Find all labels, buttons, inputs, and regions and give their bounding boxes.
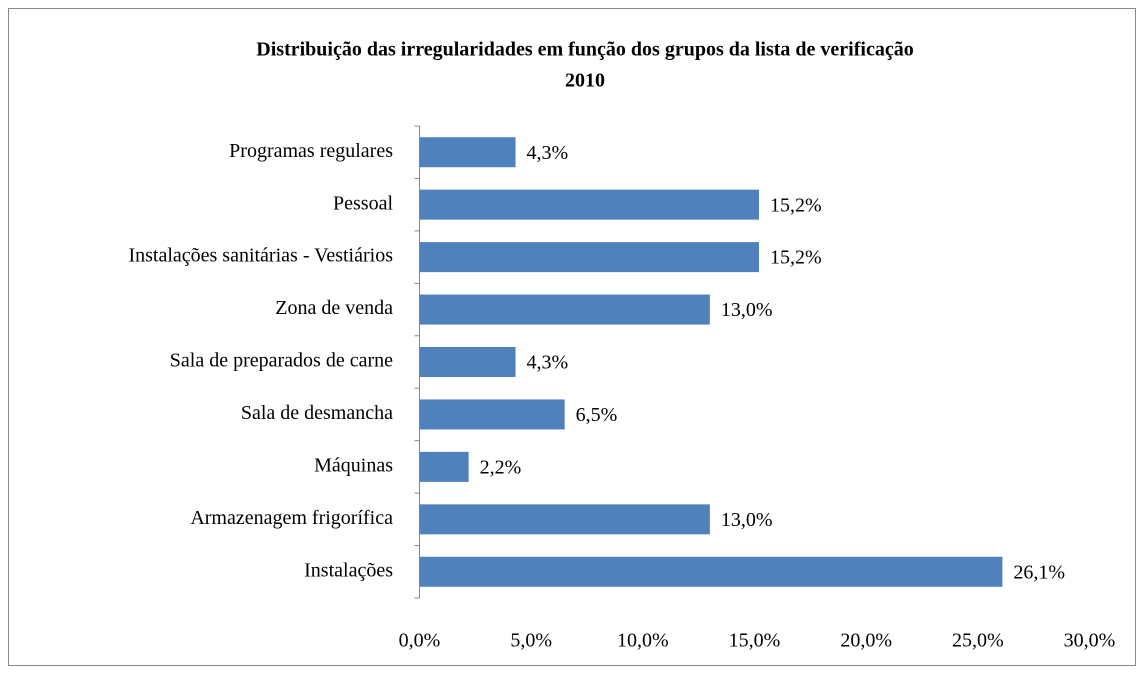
y-tick-label: Zona de venda	[275, 297, 393, 319]
bar	[419, 399, 565, 430]
bar	[419, 137, 516, 168]
chart-title: Distribuição das irregularidades em funç…	[256, 39, 913, 61]
data-label: 15,2%	[770, 194, 822, 216]
chart-border	[8, 8, 1136, 666]
data-label: 13,0%	[721, 299, 773, 321]
y-tick-label: Sala de preparados de carne	[170, 350, 393, 372]
x-tick-label: 10,0%	[617, 630, 669, 652]
x-tick-label: 25,0%	[952, 630, 1004, 652]
x-tick-label: 15,0%	[729, 630, 781, 652]
data-label: 4,3%	[527, 352, 569, 374]
data-label: 2,2%	[480, 456, 522, 478]
y-tick-label: Instalações sanitárias - Vestiários	[128, 245, 393, 267]
bar	[419, 451, 469, 482]
data-label: 26,1%	[1013, 561, 1065, 583]
data-label: 6,5%	[576, 404, 618, 426]
bar	[419, 294, 710, 325]
x-tick-label: 0,0%	[399, 630, 441, 652]
y-tick-label: Instalações	[304, 559, 393, 581]
y-tick-label: Programas regulares	[229, 140, 393, 162]
data-label: 13,0%	[721, 509, 773, 531]
bar	[419, 189, 759, 220]
x-tick-label: 5,0%	[510, 630, 552, 652]
data-label: 15,2%	[770, 247, 822, 269]
chart-title: 2010	[565, 70, 605, 92]
data-label: 4,3%	[527, 142, 569, 164]
bar	[419, 242, 759, 273]
x-tick-label: 20,0%	[840, 630, 892, 652]
bar	[419, 556, 1003, 587]
bar	[419, 504, 710, 535]
y-tick-label: Pessoal	[333, 192, 393, 214]
y-tick-label: Sala de desmancha	[241, 402, 393, 424]
y-tick-label: Armazenagem frigorífica	[190, 507, 393, 529]
bar	[419, 347, 516, 377]
y-tick-label: Máquinas	[314, 454, 393, 476]
x-tick-label: 30,0%	[1064, 630, 1116, 652]
